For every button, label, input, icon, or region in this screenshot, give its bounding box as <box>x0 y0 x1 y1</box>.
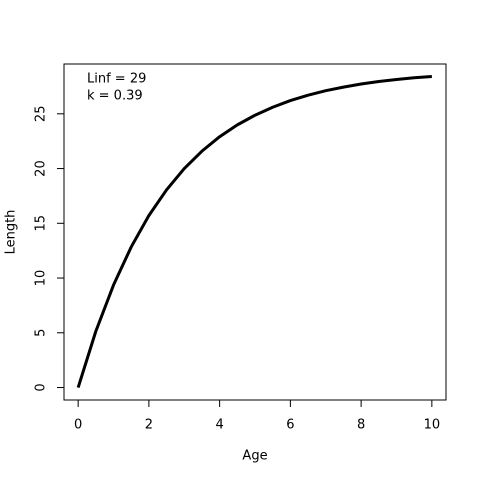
annotation: k = 0.39 <box>87 89 143 104</box>
y-tick-label: 0 <box>34 383 49 391</box>
x-tick-label: 8 <box>357 418 365 433</box>
y-tick-label: 15 <box>34 215 49 232</box>
x-tick-label: 10 <box>424 418 441 433</box>
growth-curve <box>76 74 432 388</box>
x-tick-label: 6 <box>286 418 294 433</box>
annotation: Linf = 29 <box>87 72 146 87</box>
x-tick-label: 0 <box>74 418 82 433</box>
y-axis-label: Length <box>4 210 19 255</box>
y-tick-label: 20 <box>34 160 49 177</box>
y-tick-label: 5 <box>34 329 49 337</box>
y-tick-label: 25 <box>34 106 49 123</box>
x-tick-label: 2 <box>145 418 153 433</box>
x-tick-label: 4 <box>215 418 223 433</box>
y-tick-label: 10 <box>34 270 49 287</box>
x-axis-label: Age <box>242 449 267 464</box>
